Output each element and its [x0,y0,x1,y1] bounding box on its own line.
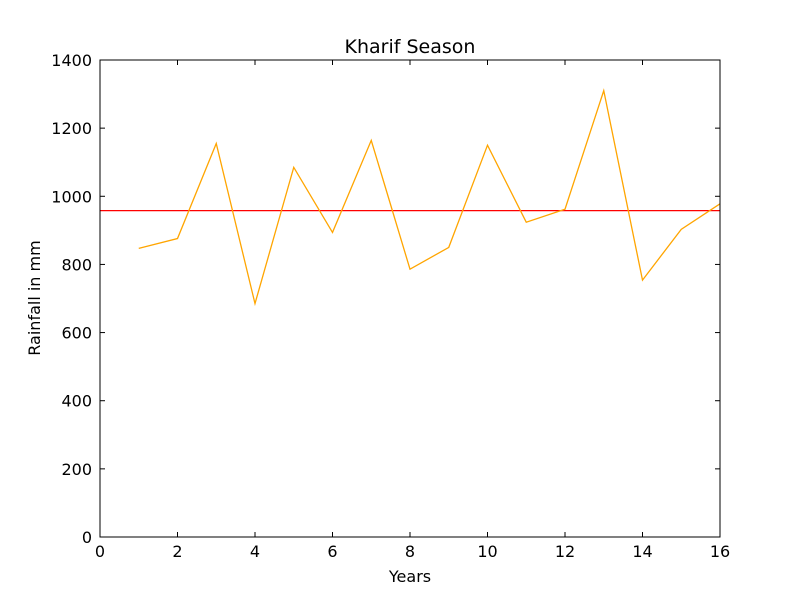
x-tick-label: 10 [477,542,497,561]
y-tick-label: 1400 [51,51,92,70]
y-tick-label: 600 [61,324,92,343]
y-tick-label: 800 [61,255,92,274]
x-tick-label: 2 [172,542,182,561]
x-tick-label: 0 [95,542,105,561]
x-axis-label: Years [388,567,431,586]
chart-title: Kharif Season [345,36,476,58]
y-tick-label: 200 [61,460,92,479]
y-axis-label: Rainfall in mm [25,240,44,355]
x-tick-label: 12 [555,542,575,561]
x-tick-label: 16 [710,542,730,561]
plot-area: 0 2 4 6 8 10 12 14 16 0 200 400 600 800 1000 1200 1400 [51,51,730,561]
x-tick-label: 4 [250,542,260,561]
x-tick-label: 6 [327,542,337,561]
y-tick-label: 0 [82,528,92,547]
series-line-0 [138,88,721,307]
x-tick-label: 14 [632,542,652,561]
y-tick-label: 400 [61,392,92,411]
axes-frame [99,59,721,538]
x-tick-label: 8 [405,542,415,561]
y-tick-label: 1200 [51,119,92,138]
y-tick-label: 1000 [51,187,92,206]
